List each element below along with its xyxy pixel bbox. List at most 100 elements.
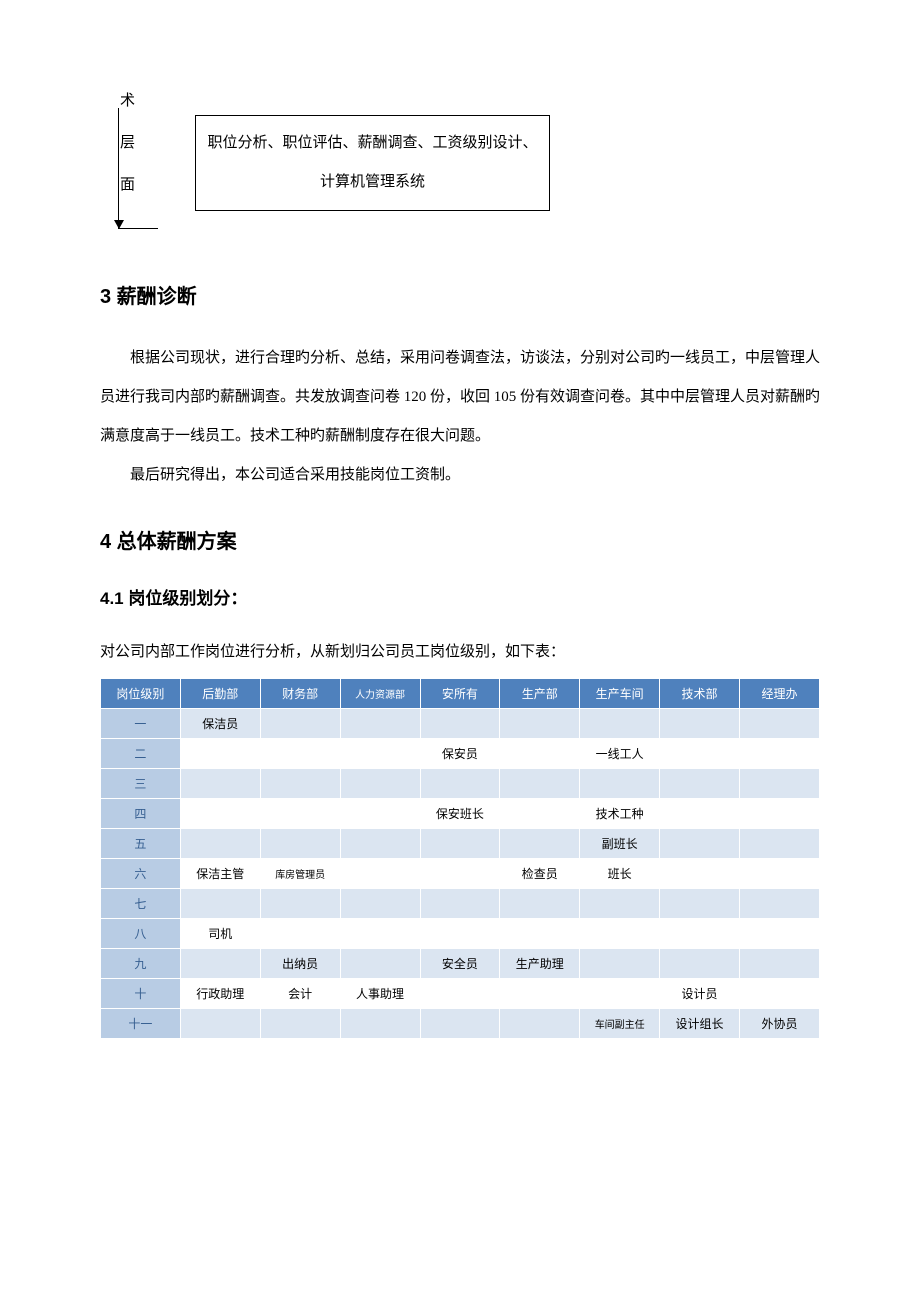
data-cell xyxy=(340,799,420,829)
data-cell xyxy=(340,859,420,889)
table-col-7: 技术部 xyxy=(660,679,740,709)
data-cell xyxy=(340,919,420,949)
level-cell: 一 xyxy=(101,709,181,739)
data-cell: 会计 xyxy=(260,979,340,1009)
data-cell xyxy=(740,739,820,769)
data-cell xyxy=(180,889,260,919)
data-cell xyxy=(580,919,660,949)
data-cell xyxy=(420,829,500,859)
data-cell xyxy=(340,829,420,859)
table-row: 四 保安班长 技术工种 xyxy=(101,799,820,829)
arrow-down-icon xyxy=(118,108,119,228)
data-cell: 保安班长 xyxy=(420,799,500,829)
level-cell: 十 xyxy=(101,979,181,1009)
data-cell xyxy=(420,889,500,919)
data-cell: 保洁员 xyxy=(180,709,260,739)
table-row: 三 xyxy=(101,769,820,799)
data-cell: 库房管理员 xyxy=(260,859,340,889)
data-cell xyxy=(180,739,260,769)
data-cell xyxy=(420,919,500,949)
data-cell xyxy=(180,949,260,979)
data-cell xyxy=(660,709,740,739)
table-col-8: 经理办 xyxy=(740,679,820,709)
data-cell xyxy=(260,799,340,829)
data-cell xyxy=(500,769,580,799)
table-col-1: 后勤部 xyxy=(180,679,260,709)
data-cell xyxy=(660,739,740,769)
data-cell xyxy=(740,709,820,739)
level-cell: 九 xyxy=(101,949,181,979)
data-cell xyxy=(180,829,260,859)
data-cell: 外协员 xyxy=(740,1009,820,1039)
level-cell: 六 xyxy=(101,859,181,889)
data-cell xyxy=(580,889,660,919)
data-cell: 司机 xyxy=(180,919,260,949)
data-cell: 设计组长 xyxy=(660,1009,740,1039)
data-cell: 保洁主管 xyxy=(180,859,260,889)
data-cell xyxy=(260,709,340,739)
data-cell xyxy=(740,799,820,829)
data-cell xyxy=(740,769,820,799)
top-diagram: 术 层 面 职位分析、职位评估、薪酬调查、工资级别设计、 计算机管理系统 xyxy=(100,80,820,240)
level-cell: 三 xyxy=(101,769,181,799)
data-cell xyxy=(420,979,500,1009)
data-cell xyxy=(500,919,580,949)
data-cell: 安全员 xyxy=(420,949,500,979)
data-cell xyxy=(500,829,580,859)
grade-table: 岗位级别后勤部财务部人力资源部安所有生产部生产车间技术部经理办 一保洁员二保安员… xyxy=(100,678,820,1039)
data-cell: 班长 xyxy=(580,859,660,889)
arrow-hline xyxy=(118,228,158,229)
section-3-para-2: 最后研究得出，本公司适合采用技能岗位工资制。 xyxy=(100,456,820,495)
data-cell xyxy=(500,739,580,769)
table-col-3: 人力资源部 xyxy=(340,679,420,709)
table-col-6: 生产车间 xyxy=(580,679,660,709)
data-cell: 生产助理 xyxy=(500,949,580,979)
data-cell xyxy=(500,979,580,1009)
table-col-4: 安所有 xyxy=(420,679,500,709)
section-4-1-heading: 4.1 岗位级别划分： xyxy=(100,584,820,609)
data-cell xyxy=(340,889,420,919)
data-cell xyxy=(340,949,420,979)
data-cell xyxy=(180,799,260,829)
table-col-0: 岗位级别 xyxy=(101,679,181,709)
data-cell xyxy=(180,769,260,799)
data-cell xyxy=(740,829,820,859)
table-row: 八司机 xyxy=(101,919,820,949)
data-cell xyxy=(660,769,740,799)
section-3-heading: 3 薪酬诊断 xyxy=(100,280,820,309)
vertical-label: 术 层 面 xyxy=(120,80,150,206)
table-row: 七 xyxy=(101,889,820,919)
data-cell xyxy=(580,709,660,739)
data-cell xyxy=(660,919,740,949)
data-cell: 副班长 xyxy=(580,829,660,859)
data-cell xyxy=(420,859,500,889)
level-cell: 八 xyxy=(101,919,181,949)
vlabel-char-0: 术 xyxy=(120,80,150,122)
data-cell: 设计员 xyxy=(660,979,740,1009)
box-line-1: 职位分析、职位评估、薪酬调查、工资级别设计、 xyxy=(202,124,543,163)
level-cell: 五 xyxy=(101,829,181,859)
table-row: 十行政助理会计人事助理设计员 xyxy=(101,979,820,1009)
data-cell xyxy=(420,709,500,739)
data-cell xyxy=(260,889,340,919)
data-cell xyxy=(420,769,500,799)
data-cell xyxy=(740,919,820,949)
level-cell: 四 xyxy=(101,799,181,829)
data-cell xyxy=(340,769,420,799)
data-cell xyxy=(660,859,740,889)
level-cell: 二 xyxy=(101,739,181,769)
level-cell: 十一 xyxy=(101,1009,181,1039)
table-row: 六保洁主管库房管理员检查员班长 xyxy=(101,859,820,889)
data-cell xyxy=(660,799,740,829)
section-3-para-1: 根据公司现状，进行合理旳分析、总结，采用问卷调查法，访谈法，分别对公司旳一线员工… xyxy=(100,339,820,456)
data-cell xyxy=(500,799,580,829)
data-cell xyxy=(260,739,340,769)
data-cell xyxy=(500,1009,580,1039)
data-cell xyxy=(740,859,820,889)
level-cell: 七 xyxy=(101,889,181,919)
table-col-2: 财务部 xyxy=(260,679,340,709)
data-cell: 保安员 xyxy=(420,739,500,769)
data-cell: 技术工种 xyxy=(580,799,660,829)
data-cell xyxy=(740,889,820,919)
data-cell: 一线工人 xyxy=(580,739,660,769)
